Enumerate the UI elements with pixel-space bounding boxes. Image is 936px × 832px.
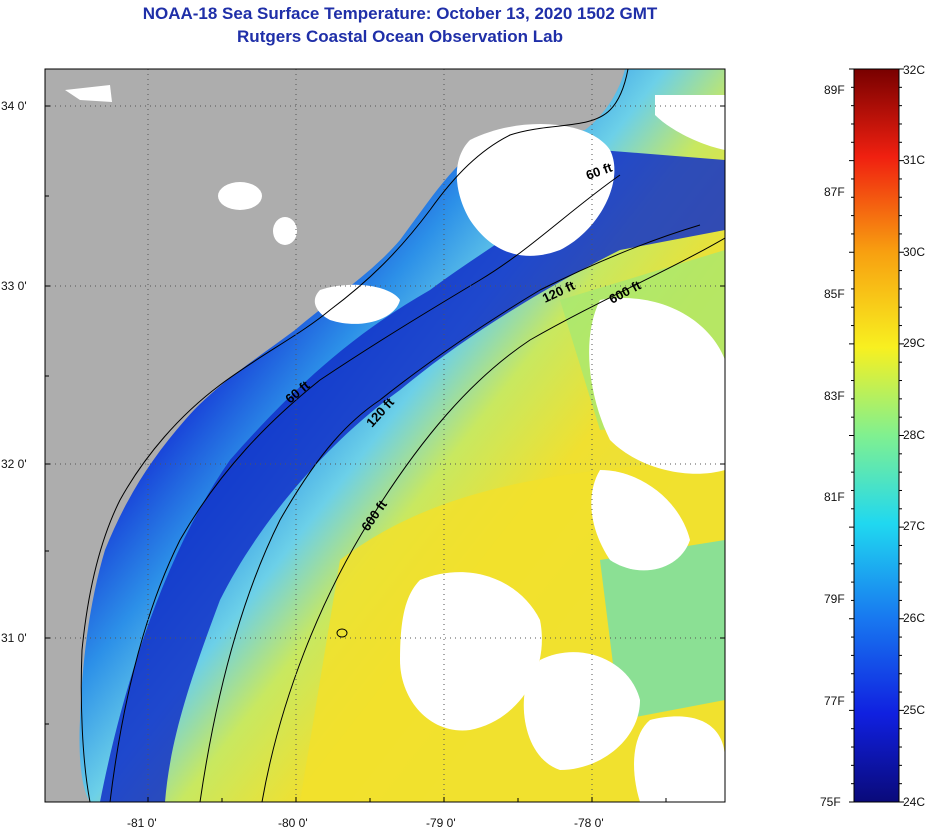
colorbar-c-label: 27C — [903, 519, 925, 533]
land-mass — [45, 69, 625, 802]
colorbar-c-label: 30C — [903, 245, 925, 259]
lat-tick-label: 32 0' — [1, 457, 27, 471]
colorbar-c-label: 28C — [903, 428, 925, 442]
cloud-patch — [456, 123, 615, 256]
colorbar-ticks — [849, 68, 904, 803]
cloud-patch — [589, 298, 725, 474]
lon-tick-label: -79 0' — [426, 816, 456, 830]
cloud-patch — [591, 470, 690, 571]
lat-tick-label: 33 0' — [1, 279, 27, 293]
chart-title: NOAA-18 Sea Surface Temperature: October… — [142, 4, 658, 23]
cloud-patch — [400, 572, 542, 731]
colorbar-c-label: 32C — [903, 63, 925, 77]
cloud-patch — [218, 182, 262, 210]
lon-tick-label: -81 0' — [127, 816, 157, 830]
lat-tick-label: 34 0' — [1, 99, 27, 113]
isobath-600ft — [261, 237, 725, 802]
colorbar-f-label: 89F — [824, 83, 845, 97]
lon-tick-label: -78 0' — [574, 816, 604, 830]
colorbar-f-label: 83F — [824, 389, 845, 403]
axis-ticks — [45, 105, 725, 802]
colorbar-f-label: 75F — [820, 795, 841, 809]
cloud-patch — [273, 217, 297, 245]
colorbar — [853, 68, 900, 803]
colorbar-f-label: 85F — [824, 287, 845, 301]
chart-subtitle: Rutgers Coastal Ocean Observation Lab — [237, 27, 563, 46]
map-frame — [44, 68, 726, 803]
isobath-120ft — [199, 224, 701, 802]
colorbar-c-label: 26C — [903, 611, 925, 625]
cloud-patch — [655, 95, 725, 150]
coastal-cold-water — [100, 150, 725, 802]
coastline — [80, 69, 629, 802]
seamount-contour — [336, 628, 348, 638]
cloud-patch — [65, 85, 112, 102]
cloud-patch — [314, 284, 400, 324]
colorbar-f-label: 79F — [824, 592, 845, 606]
graticule — [45, 69, 725, 802]
cool-patch — [600, 540, 725, 720]
isobath-60ft — [109, 174, 621, 802]
cloud-patch — [634, 716, 725, 802]
cloud-patch — [523, 652, 640, 770]
colorbar-c-label: 25C — [903, 703, 925, 717]
colorbar-f-label: 87F — [824, 185, 845, 199]
colorbar-c-label: 29C — [903, 336, 925, 350]
colorbar-f-label: 77F — [824, 694, 845, 708]
lon-tick-label: -80 0' — [278, 816, 308, 830]
lat-tick-label: 31 0' — [1, 631, 27, 645]
colorbar-c-label: 24C — [903, 795, 925, 809]
colorbar-f-label: 81F — [824, 490, 845, 504]
colorbar-c-label: 31C — [903, 153, 925, 167]
